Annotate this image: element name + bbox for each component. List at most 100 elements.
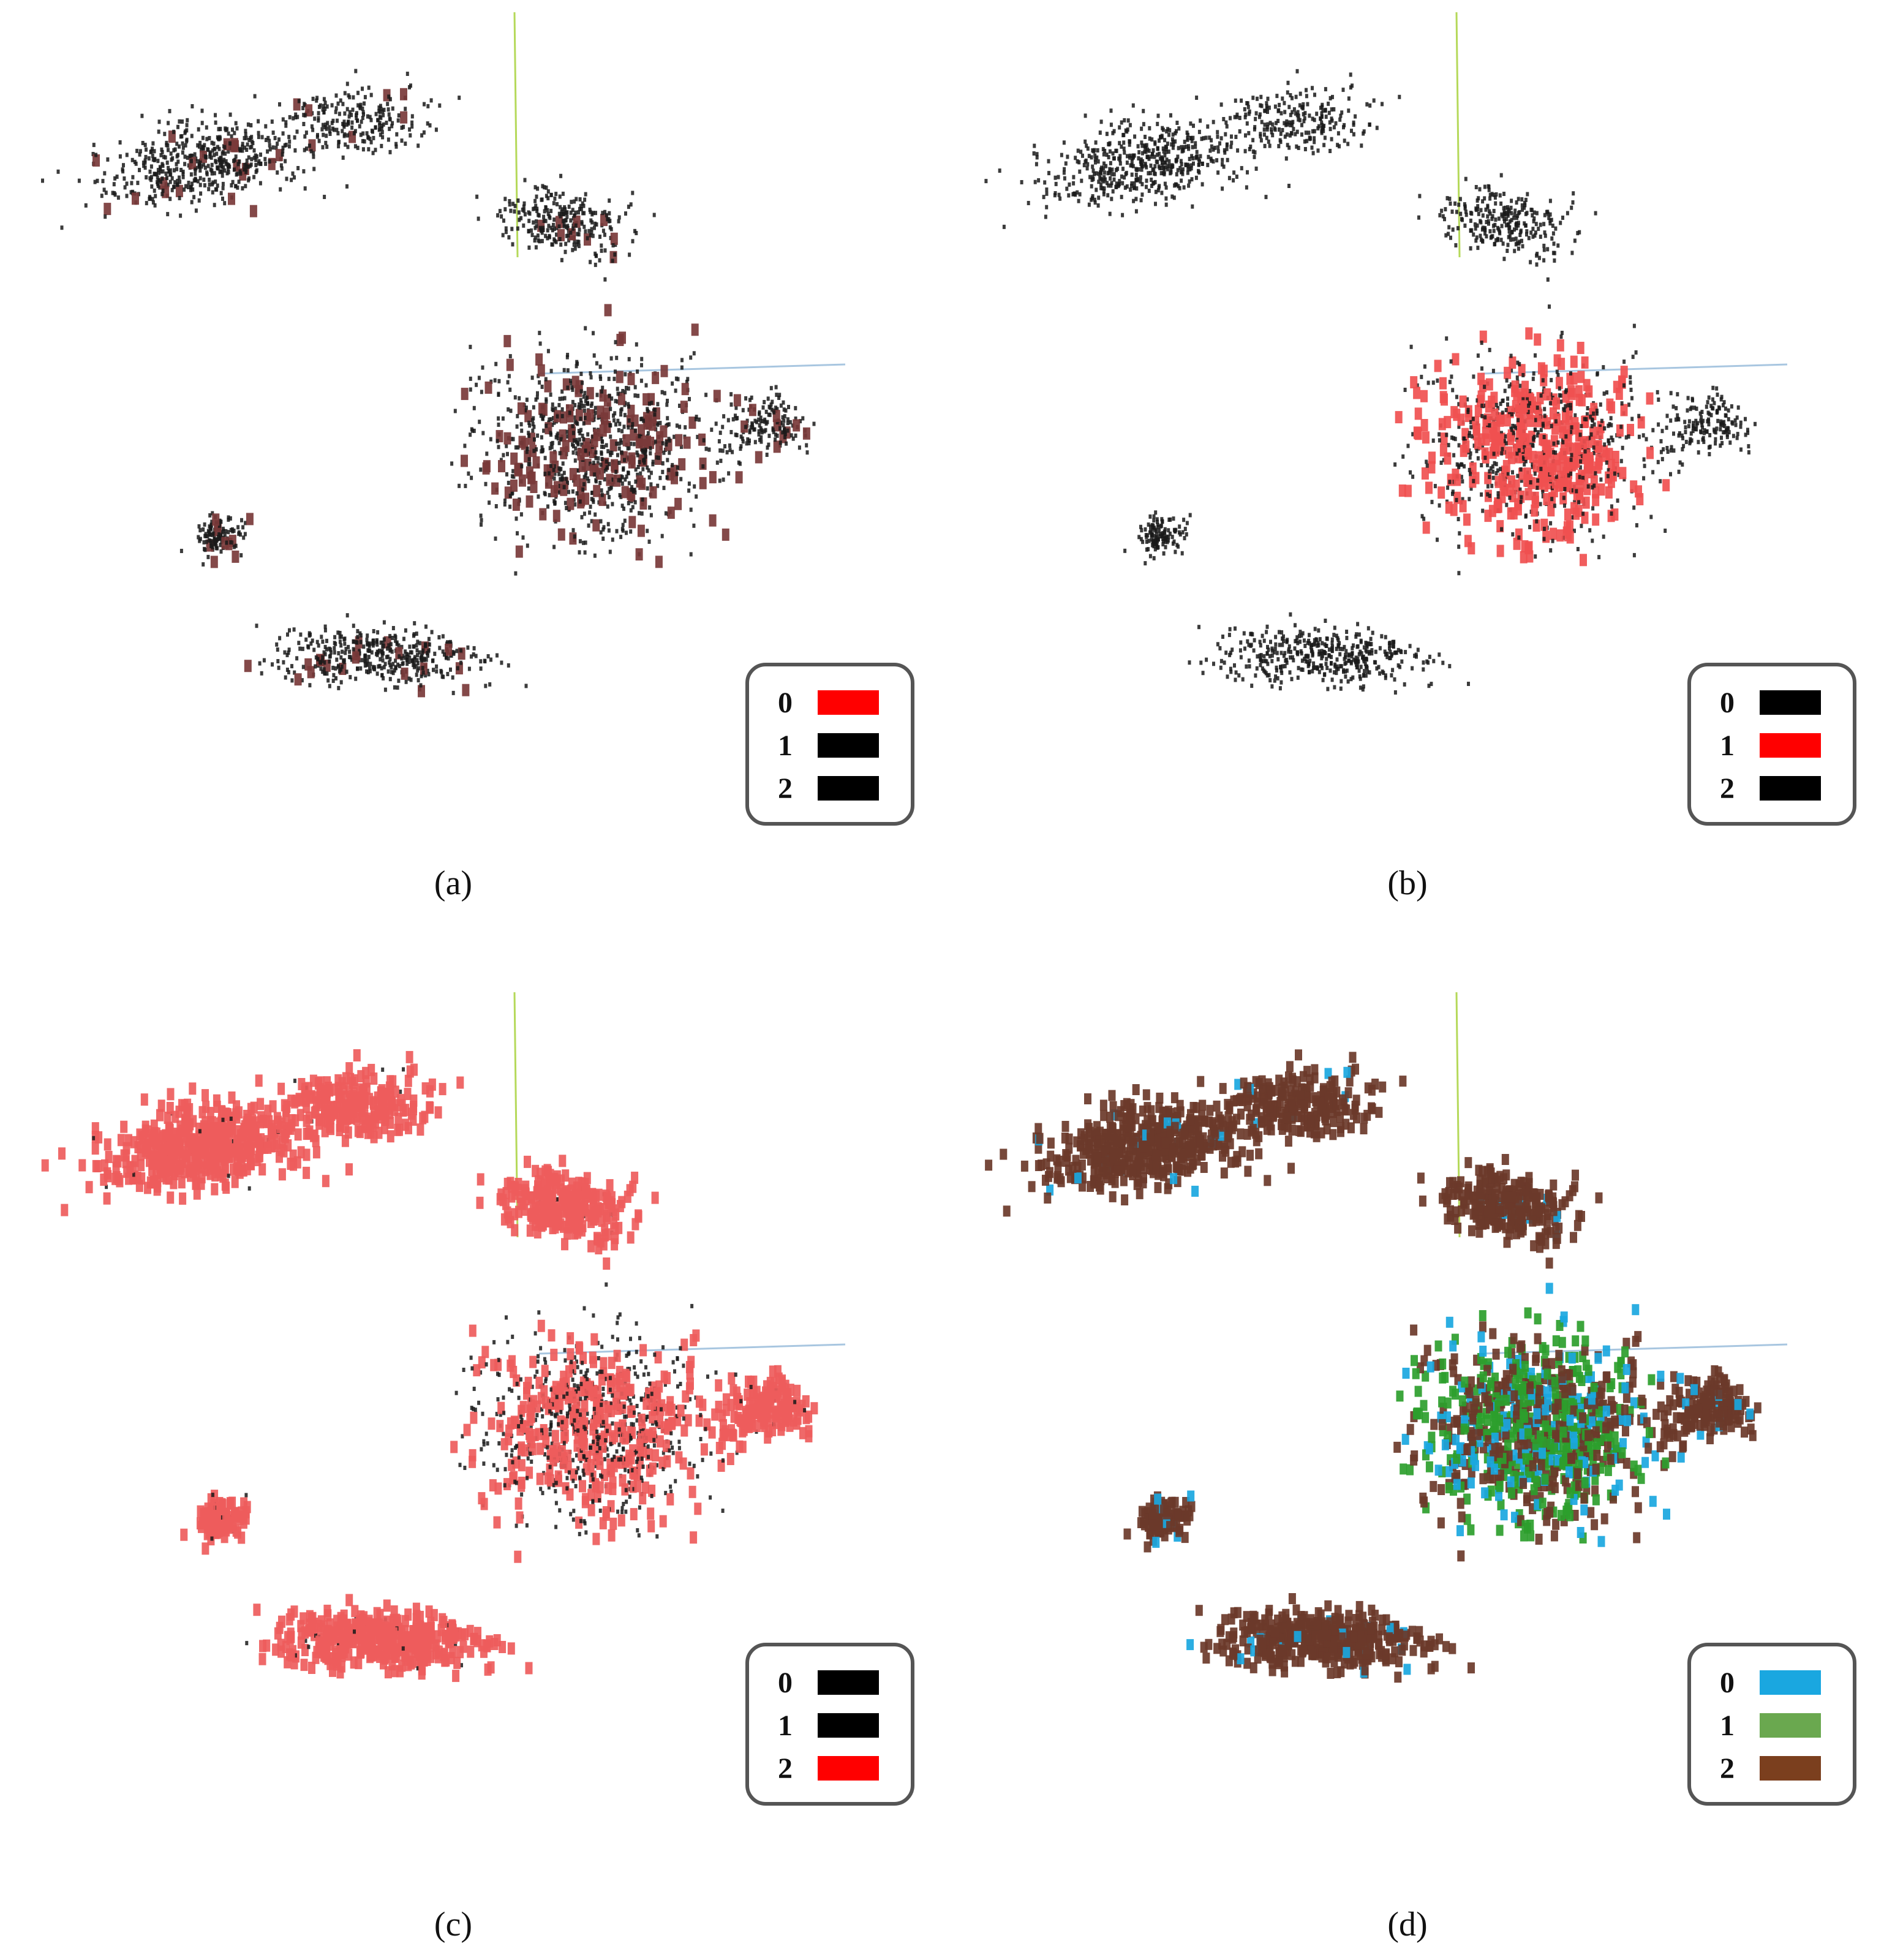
scatter-point [385,121,388,125]
scatter-point [580,221,584,226]
scatter-point [1297,113,1300,118]
scatter-point [475,382,478,387]
scatter-point [170,187,174,192]
scatter-point [1488,229,1492,234]
scatter-point [784,408,788,413]
scatter-point [1191,135,1195,140]
scatter-point [1274,642,1278,647]
scatter-point [1266,96,1270,101]
scatter-point [544,377,548,382]
scatter-point [175,141,179,146]
scatter-point [351,107,355,112]
scatter-point [323,628,327,633]
scatter-point [359,666,363,671]
scatter-point [1532,210,1536,215]
scatter-point [257,161,260,166]
scatter-point [1362,684,1365,689]
scatter-point [1169,171,1172,176]
scatter-point [1319,116,1322,121]
scatter-point [394,658,398,663]
scatter-point [532,405,535,410]
scatter-point [552,217,556,222]
scatter-point [295,129,299,134]
scatter-point [1543,439,1551,452]
scatter-point [1442,458,1445,462]
scatter-point [508,504,512,509]
scatter-point [405,72,409,76]
scatter-point [1321,677,1325,682]
scatter-point [634,479,638,484]
scatter-point [522,201,526,206]
scatter-point [579,428,583,432]
scatter-point [1156,146,1159,151]
scatter-point [1161,537,1165,541]
scatter-point [1468,497,1471,502]
scatter-point [1513,424,1517,429]
scatter-point [1301,631,1305,636]
scatter-point [173,180,177,185]
scatter-point [1492,228,1496,233]
scatter-point [508,387,512,392]
scatter-point [129,190,133,195]
scatter-point [185,139,189,144]
scatter-point [1460,475,1463,480]
scatter-point [175,184,183,197]
scatter-point [1455,209,1458,214]
scatter-point [1538,469,1546,481]
scatter-point [317,118,320,123]
scatter-point [257,130,260,135]
scatter-point [721,448,725,453]
scatter-point [1474,405,1482,418]
scatter-point [207,529,211,534]
scatter-point [1140,192,1144,197]
scatter-point [1289,93,1292,97]
scatter-point [1477,433,1485,446]
scatter-point [469,387,472,392]
scatter-point [1527,236,1531,241]
scatter-point [1186,162,1189,167]
scatter-point [601,211,605,216]
scatter-point [1194,156,1198,160]
scatter-point [281,149,285,154]
scatter-point [349,675,352,680]
scatter-point [1285,639,1289,644]
scatter-point [1430,500,1434,505]
scatter-point [303,134,307,139]
scatter-point [1534,418,1537,423]
scatter-point [578,499,582,504]
scatter-point [1436,537,1439,542]
scatter-point [627,402,630,407]
scatter-point [341,129,344,134]
scatter-point [397,643,401,648]
scatter-point [1518,362,1521,367]
scatter-point [1310,647,1314,652]
scatter-point [441,649,445,654]
scatter-point [84,203,88,208]
scatter-point [161,164,165,168]
scatter-point [1300,667,1303,672]
scatter-point [536,391,539,396]
scatter-point [308,139,316,152]
scatter-point [1230,134,1233,139]
scatter-point [1494,201,1498,206]
scatter-point [1256,654,1259,659]
scatter-point [1571,488,1575,493]
scatter-point [183,154,187,159]
scatter-point [141,141,145,145]
scatter-point [1475,198,1479,203]
scatter-point [1338,664,1342,669]
scatter-point [1093,148,1096,153]
scatter-point [560,209,563,214]
scatter-point [667,422,671,427]
scatter-point [636,393,640,398]
scatter-point [595,361,598,366]
scatter-point [586,476,589,481]
scatter-point [1335,633,1338,638]
scatter-point [511,490,514,495]
scatter-point [1289,133,1292,138]
scatter-point [1330,137,1333,141]
scatter-point [1509,205,1513,210]
scatter-point [377,127,381,132]
scatter-point [1149,164,1153,168]
